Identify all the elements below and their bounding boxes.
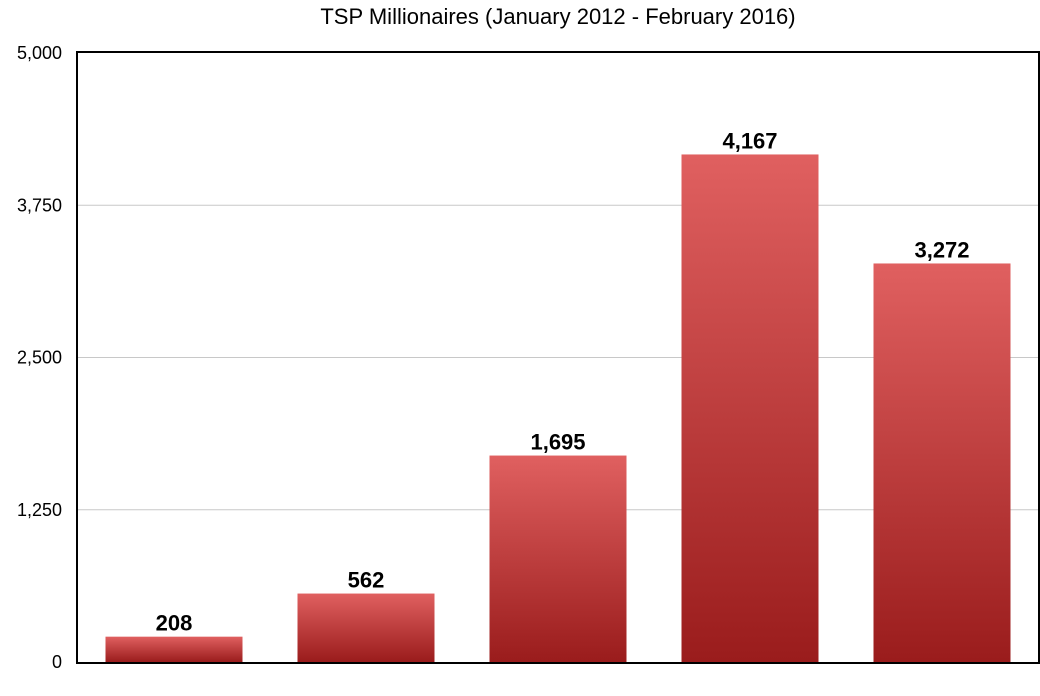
y-tick-label: 0 xyxy=(52,652,62,672)
chart-title: TSP Millionaires (January 2012 - Februar… xyxy=(320,4,795,29)
bar xyxy=(873,263,1011,662)
bar-value-label: 4,167 xyxy=(722,128,777,153)
y-tick-label: 1,250 xyxy=(17,500,62,520)
bar xyxy=(105,636,243,662)
bar-value-label: 208 xyxy=(156,611,193,636)
y-tick-label: 2,500 xyxy=(17,348,62,368)
y-axis-tick-labels: 0 1,250 2,500 3,750 5,000 xyxy=(17,43,62,672)
y-tick-label: 5,000 xyxy=(17,43,62,63)
plot-area-frame xyxy=(76,51,1040,664)
bars xyxy=(105,154,1011,662)
y-tick-label: 3,750 xyxy=(17,195,62,215)
bar-value-label: 1,695 xyxy=(530,430,585,455)
bar-value-label: 562 xyxy=(348,568,385,593)
bar-value-label: 3,272 xyxy=(914,237,969,262)
data-labels: 208 562 1,695 4,167 3,272 xyxy=(154,127,971,637)
bar xyxy=(681,154,819,662)
bar xyxy=(489,455,627,662)
bar xyxy=(297,593,435,662)
